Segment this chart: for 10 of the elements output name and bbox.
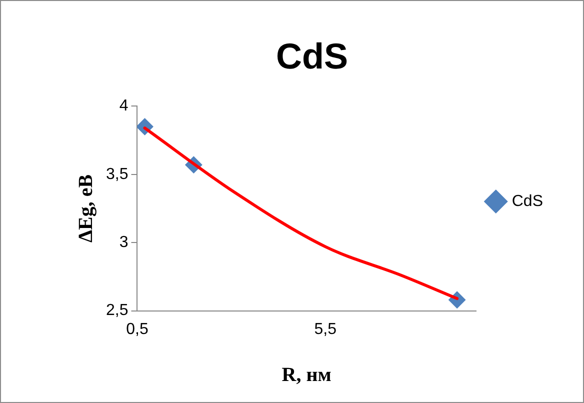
legend-label: CdS [512,192,543,210]
chart-title: CdS [276,36,348,77]
x-tick-label: 5,5 [314,320,337,338]
x-axis-title: R, нм [282,364,332,386]
y-axis-title: ΔEg, eВ [75,174,98,243]
x-tick-label: 0,5 [126,320,148,338]
y-tick-label: 3,5 [106,166,128,183]
y-tick-label: 4 [119,98,128,115]
y-tick-label: 2,5 [106,302,128,320]
y-tick-label: 3 [119,234,128,252]
